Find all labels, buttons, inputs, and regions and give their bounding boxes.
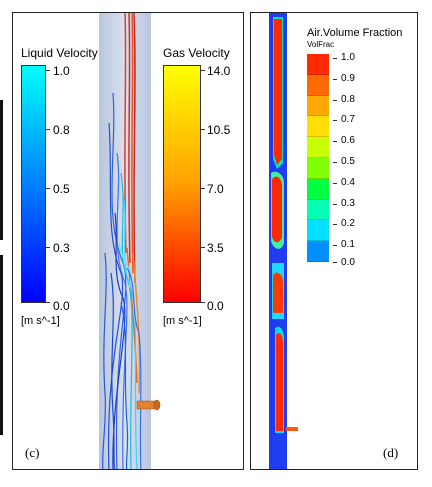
gas-colorbar-unit: [m s^-1]	[163, 315, 202, 327]
vf-block-9	[307, 75, 329, 96]
vf-tick-label: 0.3	[341, 198, 355, 209]
gas-tick-label: 3.5	[207, 241, 224, 255]
vf-tick-label: 0.5	[341, 156, 355, 167]
liquid-tick-label: 0.0	[53, 299, 70, 313]
gas-tick-mark	[201, 188, 205, 189]
gas-tick-label: 0.0	[207, 299, 224, 313]
vf-tick-mark	[333, 120, 337, 121]
vf-block-8	[307, 96, 329, 117]
vf-tick-mark	[333, 224, 337, 225]
liquid-tick-mark	[46, 247, 50, 248]
vf-tick-label: 0.1	[341, 239, 355, 250]
gas-colorbar-title: Gas Velocity	[163, 46, 230, 60]
panel-d: Air.Volume Fraction VolFrac 1.0 0.9 0.8 …	[250, 12, 418, 470]
vf-legend-subtitle: VolFrac	[307, 40, 334, 49]
vf-tick-mark	[333, 162, 337, 163]
gas-tick-mark	[201, 70, 205, 71]
liquid-tick-label: 0.5	[53, 182, 70, 196]
gas-tick-mark	[201, 129, 205, 130]
vf-tick-label: 0.4	[341, 177, 355, 188]
vf-tick-label: 1.0	[341, 52, 355, 63]
liquid-tick-mark	[46, 129, 50, 130]
panel-c-label: (c)	[25, 445, 39, 461]
liquid-colorbar-title: Liquid Velocity	[21, 46, 98, 60]
liquid-tick-label: 0.8	[53, 123, 70, 137]
vf-block-1	[307, 241, 329, 262]
liquid-tick-mark	[46, 188, 50, 189]
liquid-tick-label: 0.3	[53, 241, 70, 255]
vf-tick-mark	[333, 245, 337, 246]
vf-legend-title: Air.Volume Fraction	[307, 27, 402, 39]
vf-tick-mark	[333, 79, 337, 80]
outlet-stub	[286, 427, 298, 431]
vf-tick-mark	[333, 58, 337, 59]
liquid-tick-label: 1.0	[53, 64, 70, 78]
vf-tick-mark	[333, 100, 337, 101]
vf-tick-label: 0.0	[341, 257, 355, 268]
liquid-colorbar-unit: [m s^-1]	[21, 315, 60, 327]
vf-block-5	[307, 158, 329, 179]
vf-block-4	[307, 179, 329, 200]
liquid-tick-mark	[46, 70, 50, 71]
left-edge-line-lower	[0, 255, 3, 435]
liquid-colorbar	[21, 65, 46, 303]
vf-tick-label: 0.8	[341, 94, 355, 105]
gas-tick-label: 7.0	[207, 182, 224, 196]
vf-block-3	[307, 200, 329, 221]
vf-block-10	[307, 54, 329, 75]
vf-block-6	[307, 137, 329, 158]
vf-tick-label: 0.2	[341, 218, 355, 229]
vf-tick-mark	[333, 183, 337, 184]
gas-tick-mark	[201, 247, 205, 248]
vf-block-7	[307, 116, 329, 137]
panel-c: Liquid Velocity 1.0 0.8 0.5 0.3 0.0 [m s…	[12, 12, 244, 470]
gas-colorbar	[163, 65, 201, 303]
vf-block-2	[307, 220, 329, 241]
gas-tick-mark	[201, 302, 205, 303]
vf-tick-label: 0.6	[341, 135, 355, 146]
vf-legend-colorbar: 1.0 0.9 0.8 0.7 0.6 0.5 0.4 0.3 0.2 0.1 …	[307, 54, 371, 284]
gas-tick-label: 14.0	[207, 64, 230, 78]
vf-tick-label: 0.9	[341, 73, 355, 84]
gas-tick-label: 10.5	[207, 123, 230, 137]
vf-tick-label: 0.7	[341, 114, 355, 125]
left-edge-line	[0, 100, 3, 240]
vf-tick-mark	[333, 262, 337, 263]
panel-d-label: (d)	[383, 445, 398, 461]
vf-tick-mark	[333, 204, 337, 205]
liquid-tick-mark	[46, 302, 50, 303]
vf-tick-mark	[333, 141, 337, 142]
outlet-pipe-end	[154, 400, 160, 410]
